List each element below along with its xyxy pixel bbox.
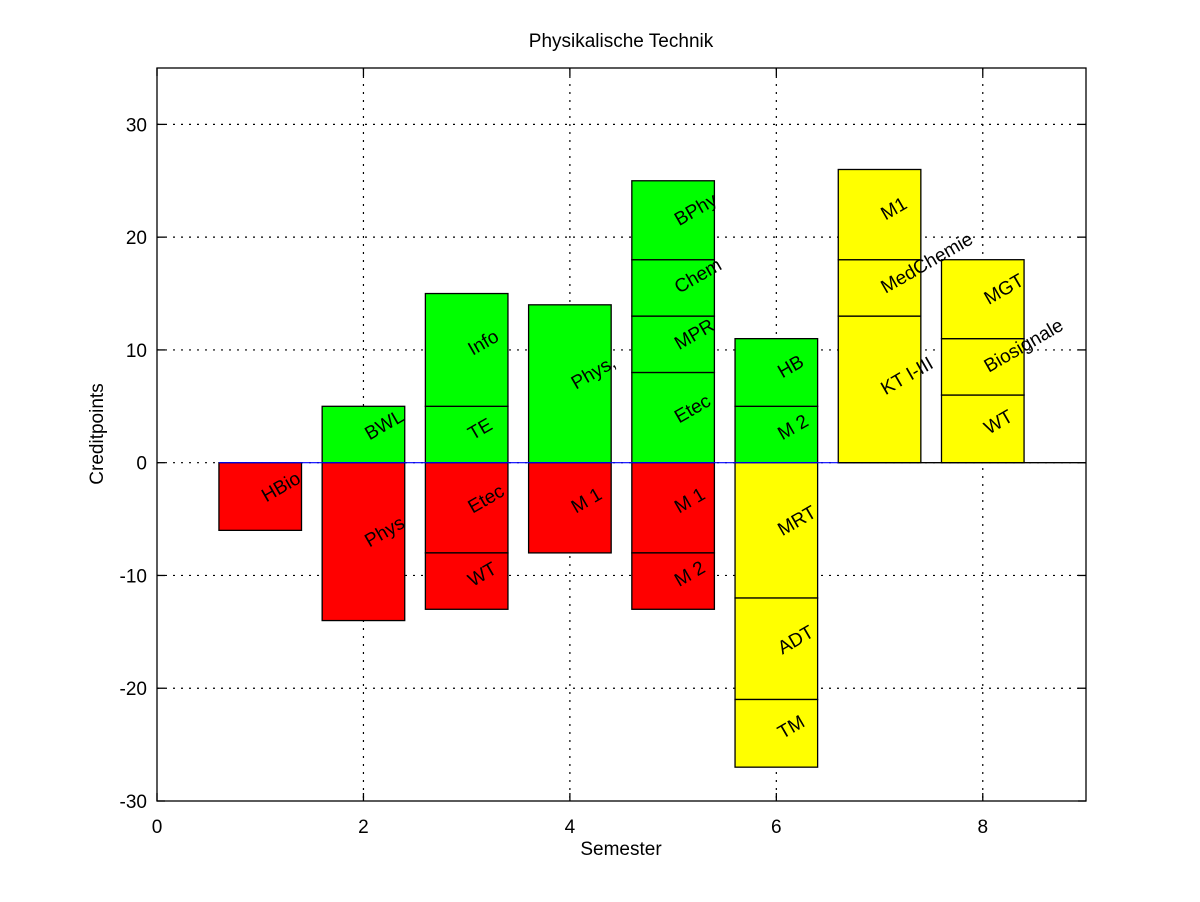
bar-segment bbox=[734, 462, 819, 599]
y-tick-label: 20 bbox=[126, 228, 147, 249]
bar-segment bbox=[424, 405, 509, 464]
bar-segment bbox=[631, 315, 716, 374]
bar-segment bbox=[734, 337, 819, 407]
y-tick-label: -30 bbox=[120, 792, 147, 813]
x-tick-label: 8 bbox=[977, 817, 988, 838]
bar-segment bbox=[837, 315, 922, 464]
bar-segment bbox=[527, 462, 612, 554]
bar-segment bbox=[631, 259, 716, 317]
bar-segment bbox=[424, 292, 509, 407]
bar-segment bbox=[734, 597, 819, 701]
x-tick-label: 2 bbox=[358, 817, 369, 838]
x-tick-label: 0 bbox=[152, 817, 163, 838]
y-axis-label: Creditpoints bbox=[87, 383, 108, 484]
bar-segment bbox=[734, 698, 819, 768]
bar-segment bbox=[321, 405, 406, 464]
y-tick-label: 30 bbox=[126, 115, 147, 136]
bar-segment bbox=[631, 180, 716, 261]
chart-title: Physikalische Technik bbox=[529, 31, 714, 52]
y-tick-label: 10 bbox=[126, 341, 147, 362]
bar-segment bbox=[734, 405, 819, 464]
bar-segment bbox=[321, 462, 406, 622]
y-tick-label: 0 bbox=[136, 454, 147, 475]
axes-layer: 0 2 4 6 8 -30 -20 -10 0 10 20 30 bbox=[120, 67, 1087, 838]
plot-frame bbox=[156, 67, 1087, 802]
y-tick-label: -10 bbox=[120, 566, 147, 587]
bar-segment bbox=[527, 304, 612, 464]
bar-segment bbox=[424, 552, 509, 610]
bar-segment bbox=[424, 462, 509, 554]
bar-segment bbox=[940, 259, 1025, 340]
bar-segment bbox=[837, 259, 922, 317]
bar-segment bbox=[940, 337, 1025, 396]
bar-segment bbox=[837, 168, 922, 261]
bar-segment bbox=[631, 552, 716, 610]
bar-segment bbox=[631, 462, 716, 554]
bar-segment bbox=[218, 462, 303, 532]
bars-layer bbox=[218, 168, 1025, 768]
bar-segment bbox=[940, 394, 1025, 464]
x-axis-label: Semester bbox=[580, 839, 662, 860]
bar-segment bbox=[631, 371, 716, 464]
y-tick-label: -20 bbox=[120, 679, 147, 700]
x-tick-label: 4 bbox=[565, 817, 576, 838]
x-tick-label: 6 bbox=[771, 817, 782, 838]
